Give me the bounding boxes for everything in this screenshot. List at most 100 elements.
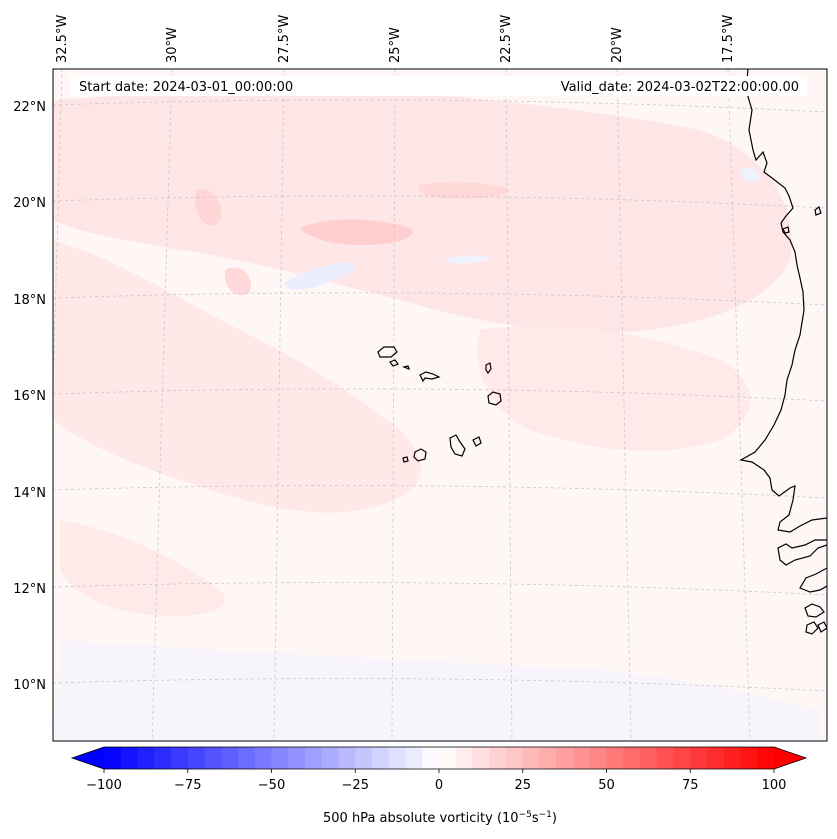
lat-label-16n: 16°N	[13, 389, 46, 404]
colorbar-segment	[104, 747, 122, 769]
colorbar-segment	[707, 747, 725, 769]
meridian-25w	[391, 69, 396, 741]
vorticity-field	[53, 86, 820, 741]
colorbar-segment	[254, 747, 272, 769]
parallel-18n	[53, 292, 827, 306]
colorbar-tick-label: 100	[762, 778, 787, 793]
colorbar-segment	[472, 747, 490, 769]
meridian-30w	[151, 69, 173, 741]
map-frame	[52, 68, 828, 742]
parallel-14n	[53, 485, 827, 499]
colorbar-label-exp1: −5	[519, 810, 532, 820]
strong-positive-vorticity	[195, 189, 221, 226]
island-boa-vista	[487, 391, 502, 406]
negative-vorticity-region	[285, 262, 356, 290]
lon-label-22-5w: 22.5°W	[499, 15, 514, 63]
island-santo-antao	[377, 346, 398, 358]
colorbar-segment	[589, 747, 607, 769]
colorbar-tick-label: 25	[514, 778, 531, 793]
colorbar-segment	[506, 747, 524, 769]
colorbar-tick-label: −25	[342, 778, 369, 793]
colorbar: −100 −75 −50 −25 0 25 50 75 100 500 hPa absolute…	[70, 746, 808, 826]
island-santa-luzia	[402, 365, 410, 371]
colorbar-segment	[238, 747, 256, 769]
colorbar-segment	[305, 747, 323, 769]
colorbar-label-exp2: −1	[539, 810, 552, 820]
coast-islands-south2	[817, 621, 827, 633]
colorbar-segment	[204, 747, 222, 769]
lat-label-22n: 22°N	[13, 100, 46, 115]
positive-vorticity-region	[53, 86, 792, 333]
colorbar-segment	[690, 747, 708, 769]
colorbar-segment	[120, 747, 138, 769]
colorbar-segment	[757, 747, 775, 769]
colorbar-segment	[388, 747, 406, 769]
lat-label-12n: 12°N	[13, 582, 46, 597]
lon-label-30w: 30°W	[165, 27, 180, 63]
latitude-labels: 22°N 20°N 18°N 16°N 14°N 12°N 10°N	[13, 100, 46, 693]
colorbar-segment	[606, 747, 624, 769]
colorbar-tick-label: 50	[598, 778, 615, 793]
colorbar-segment	[372, 747, 390, 769]
coast-guinea-bissau	[799, 567, 827, 593]
colorbar-segment	[623, 747, 641, 769]
colorbar-segment	[271, 747, 289, 769]
coast-islands-south	[805, 621, 819, 635]
colorbar-segment	[656, 747, 674, 769]
meridian-20w	[616, 69, 632, 741]
colorbar-segment	[740, 747, 758, 769]
start-date-label: Start date: 2024-03-01_00:00:00	[79, 80, 293, 95]
island-sal	[485, 362, 492, 375]
positive-vorticity-region	[477, 326, 750, 451]
island-santiago	[449, 434, 466, 457]
coast-mauritania-senegal	[739, 69, 827, 533]
colorbar-segment	[171, 747, 189, 769]
colorbar-tick-label: −75	[174, 778, 201, 793]
colorbar-segment	[673, 747, 691, 769]
colorbar-segment	[556, 747, 574, 769]
colorbar-segment	[522, 747, 540, 769]
positive-vorticity-region	[60, 520, 226, 617]
colorbar-label-main: 500 hPa absolute vorticity (10	[323, 811, 519, 826]
parallel-12n	[53, 582, 827, 596]
coast-island-small	[814, 206, 822, 216]
positive-vorticity-region	[53, 240, 421, 513]
colorbar-segment	[723, 747, 741, 769]
graticule	[53, 69, 827, 741]
parallel-16n	[53, 388, 827, 402]
colorbar-tick-label: 0	[435, 778, 443, 793]
negative-vorticity-region	[445, 255, 490, 264]
strong-positive-vorticity	[225, 267, 251, 296]
colorbar-segment	[405, 747, 423, 769]
map-panel	[53, 69, 827, 741]
header-band	[70, 76, 807, 96]
meridian-27-5w	[273, 69, 285, 741]
negative-vorticity-region	[53, 640, 820, 741]
colorbar-label: 500 hPa absolute vorticity (10−5s−1)	[323, 810, 557, 826]
parallel-10n	[53, 678, 827, 692]
negative-vorticity-region	[740, 168, 761, 183]
west-africa-coastline	[739, 69, 827, 635]
colorbar-segment	[355, 747, 373, 769]
coast-island-small2	[782, 226, 790, 234]
colorbar-tick-label: 75	[682, 778, 699, 793]
island-fogo	[413, 448, 427, 462]
coast-gambia-guinea	[777, 539, 827, 566]
longitude-labels: 32.5°W 30°W 27.5°W 25°W 22.5°W 20°W 17.5…	[55, 15, 736, 63]
cape-verde-islands	[377, 346, 502, 463]
colorbar-segment	[321, 747, 339, 769]
colorbar-segment	[640, 747, 658, 769]
colorbar-extend-min	[72, 747, 104, 769]
lat-label-18n: 18°N	[13, 293, 46, 308]
lon-label-20w: 20°W	[610, 27, 625, 63]
island-sao-vicente	[389, 359, 399, 367]
lat-label-20n: 20°N	[13, 196, 46, 211]
lon-label-32-5w: 32.5°W	[55, 15, 70, 63]
colorbar-tick-label: −50	[258, 778, 285, 793]
colorbar-segment	[338, 747, 356, 769]
lat-label-14n: 14°N	[13, 486, 46, 501]
lon-label-27-5w: 27.5°W	[277, 15, 292, 63]
colorbar-segment	[455, 747, 473, 769]
colorbar-segments	[104, 747, 775, 769]
colorbar-label-mid: s	[532, 811, 539, 826]
